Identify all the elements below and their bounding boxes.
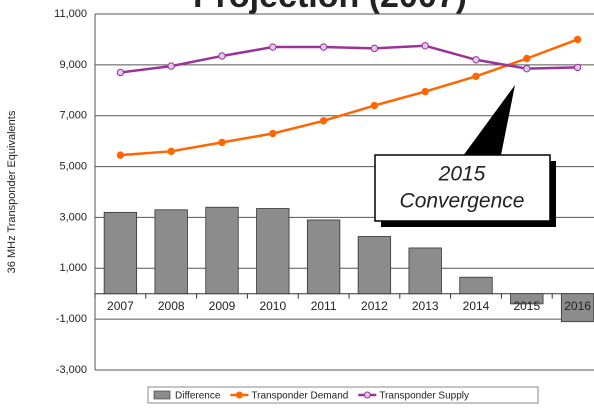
bar <box>560 293 594 323</box>
point <box>167 62 175 70</box>
x-tick-label: 2007 <box>107 299 134 313</box>
y-tick-label: 9,000 <box>59 59 87 71</box>
point <box>269 43 277 51</box>
x-tick-label: 2015 <box>513 299 540 313</box>
legend-box <box>147 386 539 404</box>
bar <box>510 293 544 305</box>
legend-marker <box>235 391 243 399</box>
point <box>523 54 531 63</box>
callout-text: Convergence <box>400 190 525 213</box>
point <box>370 44 379 53</box>
legend-marker <box>363 391 371 399</box>
point <box>116 68 125 77</box>
point <box>421 42 429 50</box>
point <box>319 43 328 51</box>
callout-arrow <box>460 85 515 160</box>
y-axis-label: 36 MHz Transponder Equivalents <box>6 110 18 273</box>
y-tick-label: 1,000 <box>59 262 87 274</box>
bar <box>408 247 442 295</box>
legend-label: Difference <box>175 391 221 402</box>
point <box>218 138 226 147</box>
y-tick-label: 3,000 <box>59 211 87 223</box>
x-tick-label: 2009 <box>209 299 236 313</box>
bar <box>103 211 138 295</box>
x-tick-label: 2016 <box>564 299 591 313</box>
callout-text: 2015 <box>438 163 486 186</box>
point <box>167 147 175 156</box>
point <box>573 35 582 44</box>
series-line <box>120 38 579 157</box>
x-tick-label: 2013 <box>412 299 439 313</box>
x-tick-label: 2014 <box>463 299 490 313</box>
x-tick-label: 2010 <box>259 299 286 313</box>
legend-label: Transponder Demand <box>251 391 348 402</box>
y-tick-label: -3,000 <box>56 364 87 376</box>
point <box>116 151 125 159</box>
bar <box>357 236 392 295</box>
callout-box <box>374 154 551 222</box>
y-tick-label: 11,000 <box>54 8 87 20</box>
legend-label: Transponder Supply <box>379 391 469 402</box>
chart-title: Projection (2007) <box>193 0 467 15</box>
x-tick-label: 2012 <box>361 299 388 313</box>
legend-swatch <box>153 390 171 400</box>
bar <box>459 276 493 295</box>
y-tick-label: 5,000 <box>59 160 87 172</box>
bar <box>205 206 239 295</box>
point <box>573 63 582 72</box>
point <box>319 117 328 125</box>
point <box>370 101 379 110</box>
point <box>269 129 277 138</box>
point <box>472 72 480 81</box>
y-tick-label: -1,000 <box>56 313 87 325</box>
x-tick-label: 2008 <box>158 299 185 313</box>
y-tick-label: 7,000 <box>59 110 87 122</box>
bar <box>256 208 290 295</box>
x-tick-label: 2011 <box>311 299 337 313</box>
bar <box>154 209 188 295</box>
point <box>523 64 531 73</box>
series-line <box>120 44 578 74</box>
bar <box>306 219 341 295</box>
point <box>218 52 226 60</box>
point <box>421 87 429 96</box>
point <box>472 56 480 64</box>
